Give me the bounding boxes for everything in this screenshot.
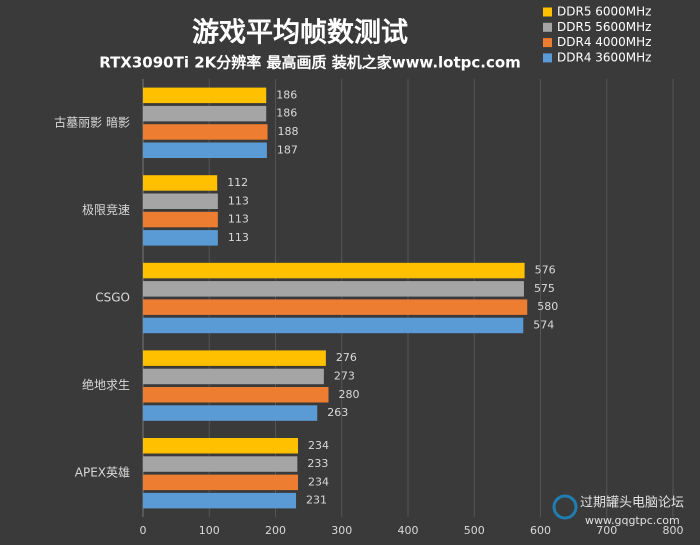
bar (143, 193, 218, 209)
watermark-icon (552, 494, 578, 520)
value-label: 234 (308, 439, 329, 452)
chart-subtitle: RTX3090Ti 2K分辨率 最高画质 装机之家www.lotpc.com (99, 54, 521, 72)
bar (143, 105, 267, 122)
value-label: 233 (307, 457, 328, 470)
bar (143, 87, 267, 104)
bar (143, 456, 298, 472)
x-tick-label: 400 (398, 524, 419, 537)
value-label: 574 (533, 318, 554, 331)
legend-swatch (543, 22, 552, 32)
value-label: 575 (534, 282, 555, 295)
bar (143, 124, 268, 140)
watermark-url: www.gqgtpc.com (585, 514, 680, 527)
legend-label: DDR4 3600MHz (557, 50, 651, 64)
legend-label: DDR4 4000MHz (557, 35, 651, 49)
bar (143, 299, 528, 315)
value-label: 263 (327, 406, 348, 419)
y-tick-label: 极限竞速 (82, 203, 130, 217)
bar (143, 350, 326, 366)
x-tick-label: 600 (530, 524, 551, 537)
bar (143, 492, 297, 509)
value-label: 186 (276, 107, 297, 120)
value-label: 113 (228, 213, 249, 226)
value-label: 231 (306, 494, 327, 507)
x-tick-label: 200 (265, 524, 286, 537)
x-tick-label: 300 (331, 524, 352, 537)
y-tick-label: 绝地求生 (82, 377, 130, 392)
value-label: 187 (277, 143, 298, 156)
x-tick-label: 800 (663, 524, 684, 537)
bar (143, 211, 218, 228)
x-tick-label: 0 (140, 524, 147, 537)
legend-swatch (543, 7, 552, 17)
y-tick-label: CSGO (95, 291, 130, 305)
bar (143, 368, 324, 385)
value-label: 273 (334, 369, 355, 382)
bar (143, 317, 524, 334)
legend-swatch (543, 38, 552, 48)
x-tick-label: 500 (464, 524, 485, 537)
bar (143, 387, 329, 403)
bar (143, 262, 525, 279)
bar (143, 142, 267, 158)
bar (143, 405, 318, 421)
bar (143, 438, 299, 454)
bar (143, 474, 299, 491)
legend-label: DDR5 5600MHz (557, 20, 651, 34)
bar (143, 230, 218, 246)
y-tick-label: APEX英雄 (75, 465, 130, 480)
legend-swatch (543, 53, 552, 63)
bar (143, 175, 218, 191)
chart-title: 游戏平均帧数测试 (192, 18, 408, 49)
y-tick-label: 古墓丽影 暗影 (54, 114, 130, 129)
watermark-text: 过期罐头电脑论坛 (580, 496, 684, 511)
value-label: 576 (535, 264, 556, 277)
value-label: 580 (537, 300, 558, 313)
x-tick-label: 100 (199, 524, 220, 537)
x-tick-label: 700 (596, 524, 617, 537)
value-label: 276 (336, 351, 357, 364)
value-label: 113 (228, 194, 249, 207)
value-label: 234 (308, 475, 329, 488)
value-label: 112 (227, 176, 248, 189)
value-label: 186 (276, 88, 297, 101)
value-label: 113 (228, 231, 249, 244)
legend-label: DDR5 6000MHz (557, 5, 651, 19)
value-label: 280 (339, 388, 360, 401)
bar (143, 281, 524, 297)
value-label: 188 (278, 125, 299, 138)
